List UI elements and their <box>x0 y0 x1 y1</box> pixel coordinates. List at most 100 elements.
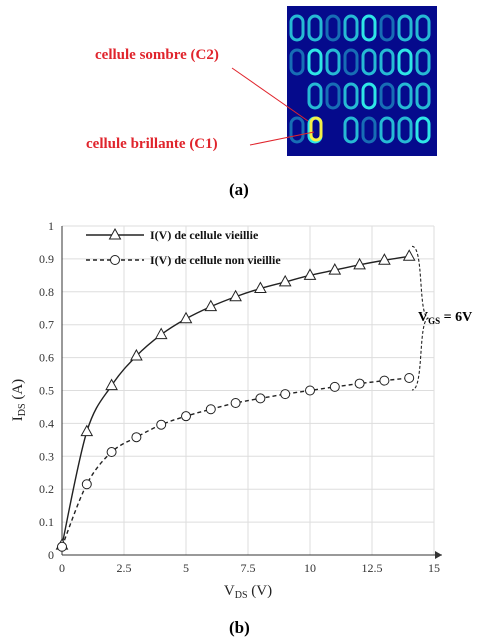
thermal-cell <box>397 82 413 110</box>
thermal-cell <box>397 14 413 42</box>
y-tick-label: 0 <box>48 548 54 562</box>
data-point-circle <box>230 398 241 409</box>
thermal-cell <box>307 48 323 76</box>
data-point-triangle <box>278 274 292 287</box>
data-point-circle <box>106 447 117 458</box>
thermal-cell <box>325 14 341 42</box>
thermal-image <box>287 6 437 156</box>
arrow-bright-cell <box>249 131 315 146</box>
thermal-cell <box>361 116 377 144</box>
thermal-cell <box>415 14 431 42</box>
x-tick-label: 15 <box>428 561 440 575</box>
x-axis-arrow <box>435 551 442 559</box>
label-dark-cell: cellule sombre (C2) <box>95 47 219 63</box>
thermal-cell <box>325 82 341 110</box>
label-arrows <box>231 67 315 146</box>
data-point-triangle <box>154 327 168 340</box>
data-point-triangle <box>229 289 242 302</box>
data-point-circle <box>205 404 216 415</box>
thermal-cell <box>289 116 305 144</box>
chart-legend: I(V) de cellule vieillie I(V) de cellule … <box>86 227 281 267</box>
y-tick-label: 0.4 <box>39 416 54 430</box>
x-tick-labels: 0 2.5 5 7.5 10 12.5 15 <box>59 561 440 575</box>
data-point-triangle <box>179 311 193 324</box>
x-tick-label: 12.5 <box>362 561 383 575</box>
data-point-circle <box>404 372 415 383</box>
data-point-circle <box>329 381 340 392</box>
y-tick-label: 0.3 <box>39 449 54 463</box>
x-axis-title: VDS (V) <box>224 583 272 601</box>
vgs-brace <box>411 245 430 391</box>
data-point-triangle <box>108 227 122 240</box>
y-axis-title: IDS (A) <box>10 379 28 421</box>
x-tick-label: 7.5 <box>241 561 256 575</box>
thermal-cell <box>343 116 359 144</box>
label-bright-cell: cellule brillante (C1) <box>86 136 218 152</box>
thermal-cell <box>415 82 431 110</box>
thermal-hotspot <box>309 116 323 142</box>
thermal-cell <box>307 82 323 110</box>
x-tick-label: 10 <box>304 561 316 575</box>
thermal-cell <box>343 48 359 76</box>
thermal-cell <box>289 48 305 76</box>
thermal-cell <box>379 48 395 76</box>
x-tick-label: 5 <box>183 561 189 575</box>
data-point-circle <box>181 411 191 422</box>
data-point-circle <box>255 393 266 404</box>
data-point-circle <box>379 375 390 386</box>
data-point-triangle <box>105 378 118 391</box>
y-tick-label: 0.9 <box>39 252 54 266</box>
data-point-triangle <box>80 424 94 437</box>
data-point-triangle <box>378 253 391 265</box>
thermal-cell <box>397 116 413 144</box>
x-tick-label: 2.5 <box>117 561 132 575</box>
legend-label: I(V) de cellule non vieillie <box>150 253 281 267</box>
thermal-cell <box>343 14 359 42</box>
thermal-cell <box>289 14 305 42</box>
data-point-triangle <box>353 257 366 270</box>
caption-a: (a) <box>229 180 249 199</box>
thermal-cell <box>343 82 359 110</box>
data-point-triangle <box>303 268 317 280</box>
data-point-triangle <box>130 348 143 361</box>
thermal-cell <box>379 82 395 110</box>
thermal-cell <box>361 82 377 110</box>
chart-series <box>55 249 416 552</box>
brace-path <box>411 245 430 391</box>
iv-chart: 0 0.1 0.2 0.3 0.4 0.5 0.6 0.7 0.8 0.9 1 0 2.5 5 7.5 10… <box>10 219 472 601</box>
chart-axes <box>61 226 442 559</box>
data-point-circle <box>81 479 92 490</box>
chart-grid <box>61 225 435 556</box>
thermal-cell <box>415 116 431 144</box>
y-tick-label: 0.8 <box>39 285 54 299</box>
data-point-circle <box>110 255 120 265</box>
data-point-circle <box>305 385 315 396</box>
y-tick-label: 0.6 <box>39 351 54 365</box>
x-tick-label: 0 <box>59 561 65 575</box>
y-tick-label: 0.1 <box>39 515 54 529</box>
data-point-triangle <box>254 281 267 294</box>
data-point-triangle <box>204 299 218 312</box>
series-line-2 <box>61 377 410 548</box>
thermal-cell <box>379 14 395 42</box>
y-tick-label: 0.2 <box>39 482 54 496</box>
thermal-cell <box>361 14 377 42</box>
thermal-cell <box>361 48 377 76</box>
data-point-circle <box>131 432 142 443</box>
legend-label: I(V) de cellule vieillie <box>150 228 259 242</box>
y-tick-label: 1 <box>48 219 54 233</box>
thermal-cell <box>379 116 395 144</box>
y-tick-label: 0.5 <box>39 384 54 398</box>
data-point-triangle <box>328 263 342 275</box>
y-tick-labels: 0 0.1 0.2 0.3 0.4 0.5 0.6 0.7 0.8 0.9 1 <box>39 219 54 562</box>
thermal-cell <box>397 48 413 76</box>
vgs-label: VGS = 6V <box>418 310 472 326</box>
y-tick-label: 0.7 <box>39 318 54 332</box>
data-point-circle <box>354 378 365 389</box>
thermal-cell <box>415 48 431 76</box>
thermal-cell <box>325 48 341 76</box>
data-point-triangle <box>402 249 416 261</box>
data-point-circle <box>280 389 291 400</box>
caption-b: (b) <box>229 618 250 637</box>
